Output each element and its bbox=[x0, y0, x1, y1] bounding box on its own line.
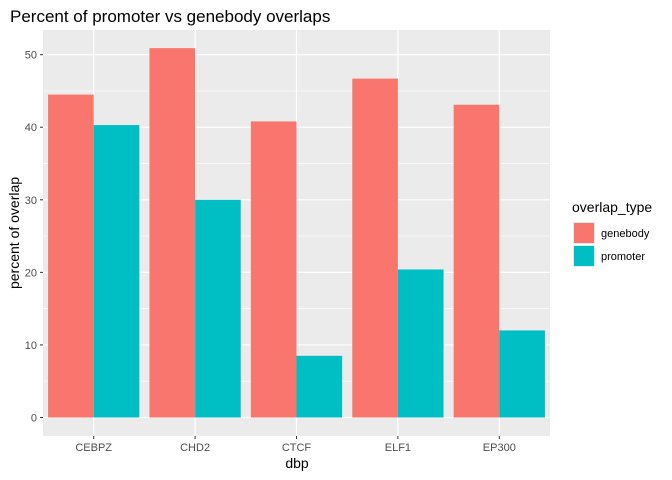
y-tick-label: 50 bbox=[25, 50, 37, 62]
bar-promoter-chd2 bbox=[195, 199, 241, 418]
bar-genebody-cebpz bbox=[48, 94, 94, 418]
legend-swatch-promoter bbox=[574, 246, 594, 266]
y-tick-label: 20 bbox=[25, 267, 37, 279]
bar-promoter-elf1 bbox=[397, 269, 444, 418]
bar-promoter-ep300 bbox=[499, 330, 545, 418]
legend-label-promoter: promoter bbox=[601, 251, 645, 263]
y-tick-label: 40 bbox=[25, 122, 37, 134]
bar-genebody-ep300 bbox=[453, 104, 500, 418]
x-axis-title: dbp bbox=[285, 455, 309, 471]
x-tick-label: CTCF bbox=[282, 442, 312, 454]
legend: overlap_type genebody promoter bbox=[572, 199, 652, 267]
legend-label-genebody: genebody bbox=[601, 228, 650, 240]
chart-title: Percent of promoter vs genebody overlaps bbox=[10, 7, 330, 26]
y-tick-label: 10 bbox=[25, 340, 37, 352]
bar-genebody-ctcf bbox=[250, 121, 297, 418]
x-axis-ticks: CEBPZ CHD2 CTCF ELF1 EP300 bbox=[75, 436, 516, 454]
bar-genebody-elf1 bbox=[352, 78, 398, 418]
y-tick-label: 0 bbox=[31, 412, 37, 424]
y-axis-title: percent of overlap bbox=[6, 177, 22, 289]
x-tick-label: ELF1 bbox=[385, 442, 411, 454]
x-tick-label: EP300 bbox=[483, 442, 516, 454]
bar-promoter-ctcf bbox=[296, 355, 343, 418]
y-tick-label: 30 bbox=[25, 195, 37, 207]
bar-genebody-chd2 bbox=[149, 48, 196, 418]
legend-swatch-genebody bbox=[574, 223, 594, 243]
x-tick-label: CEBPZ bbox=[75, 442, 112, 454]
bars bbox=[48, 48, 545, 418]
bar-promoter-cebpz bbox=[93, 125, 140, 418]
legend-title: overlap_type bbox=[572, 199, 652, 215]
y-axis-ticks: 0 10 20 30 40 50 bbox=[25, 50, 43, 424]
x-tick-label: CHD2 bbox=[180, 442, 210, 454]
